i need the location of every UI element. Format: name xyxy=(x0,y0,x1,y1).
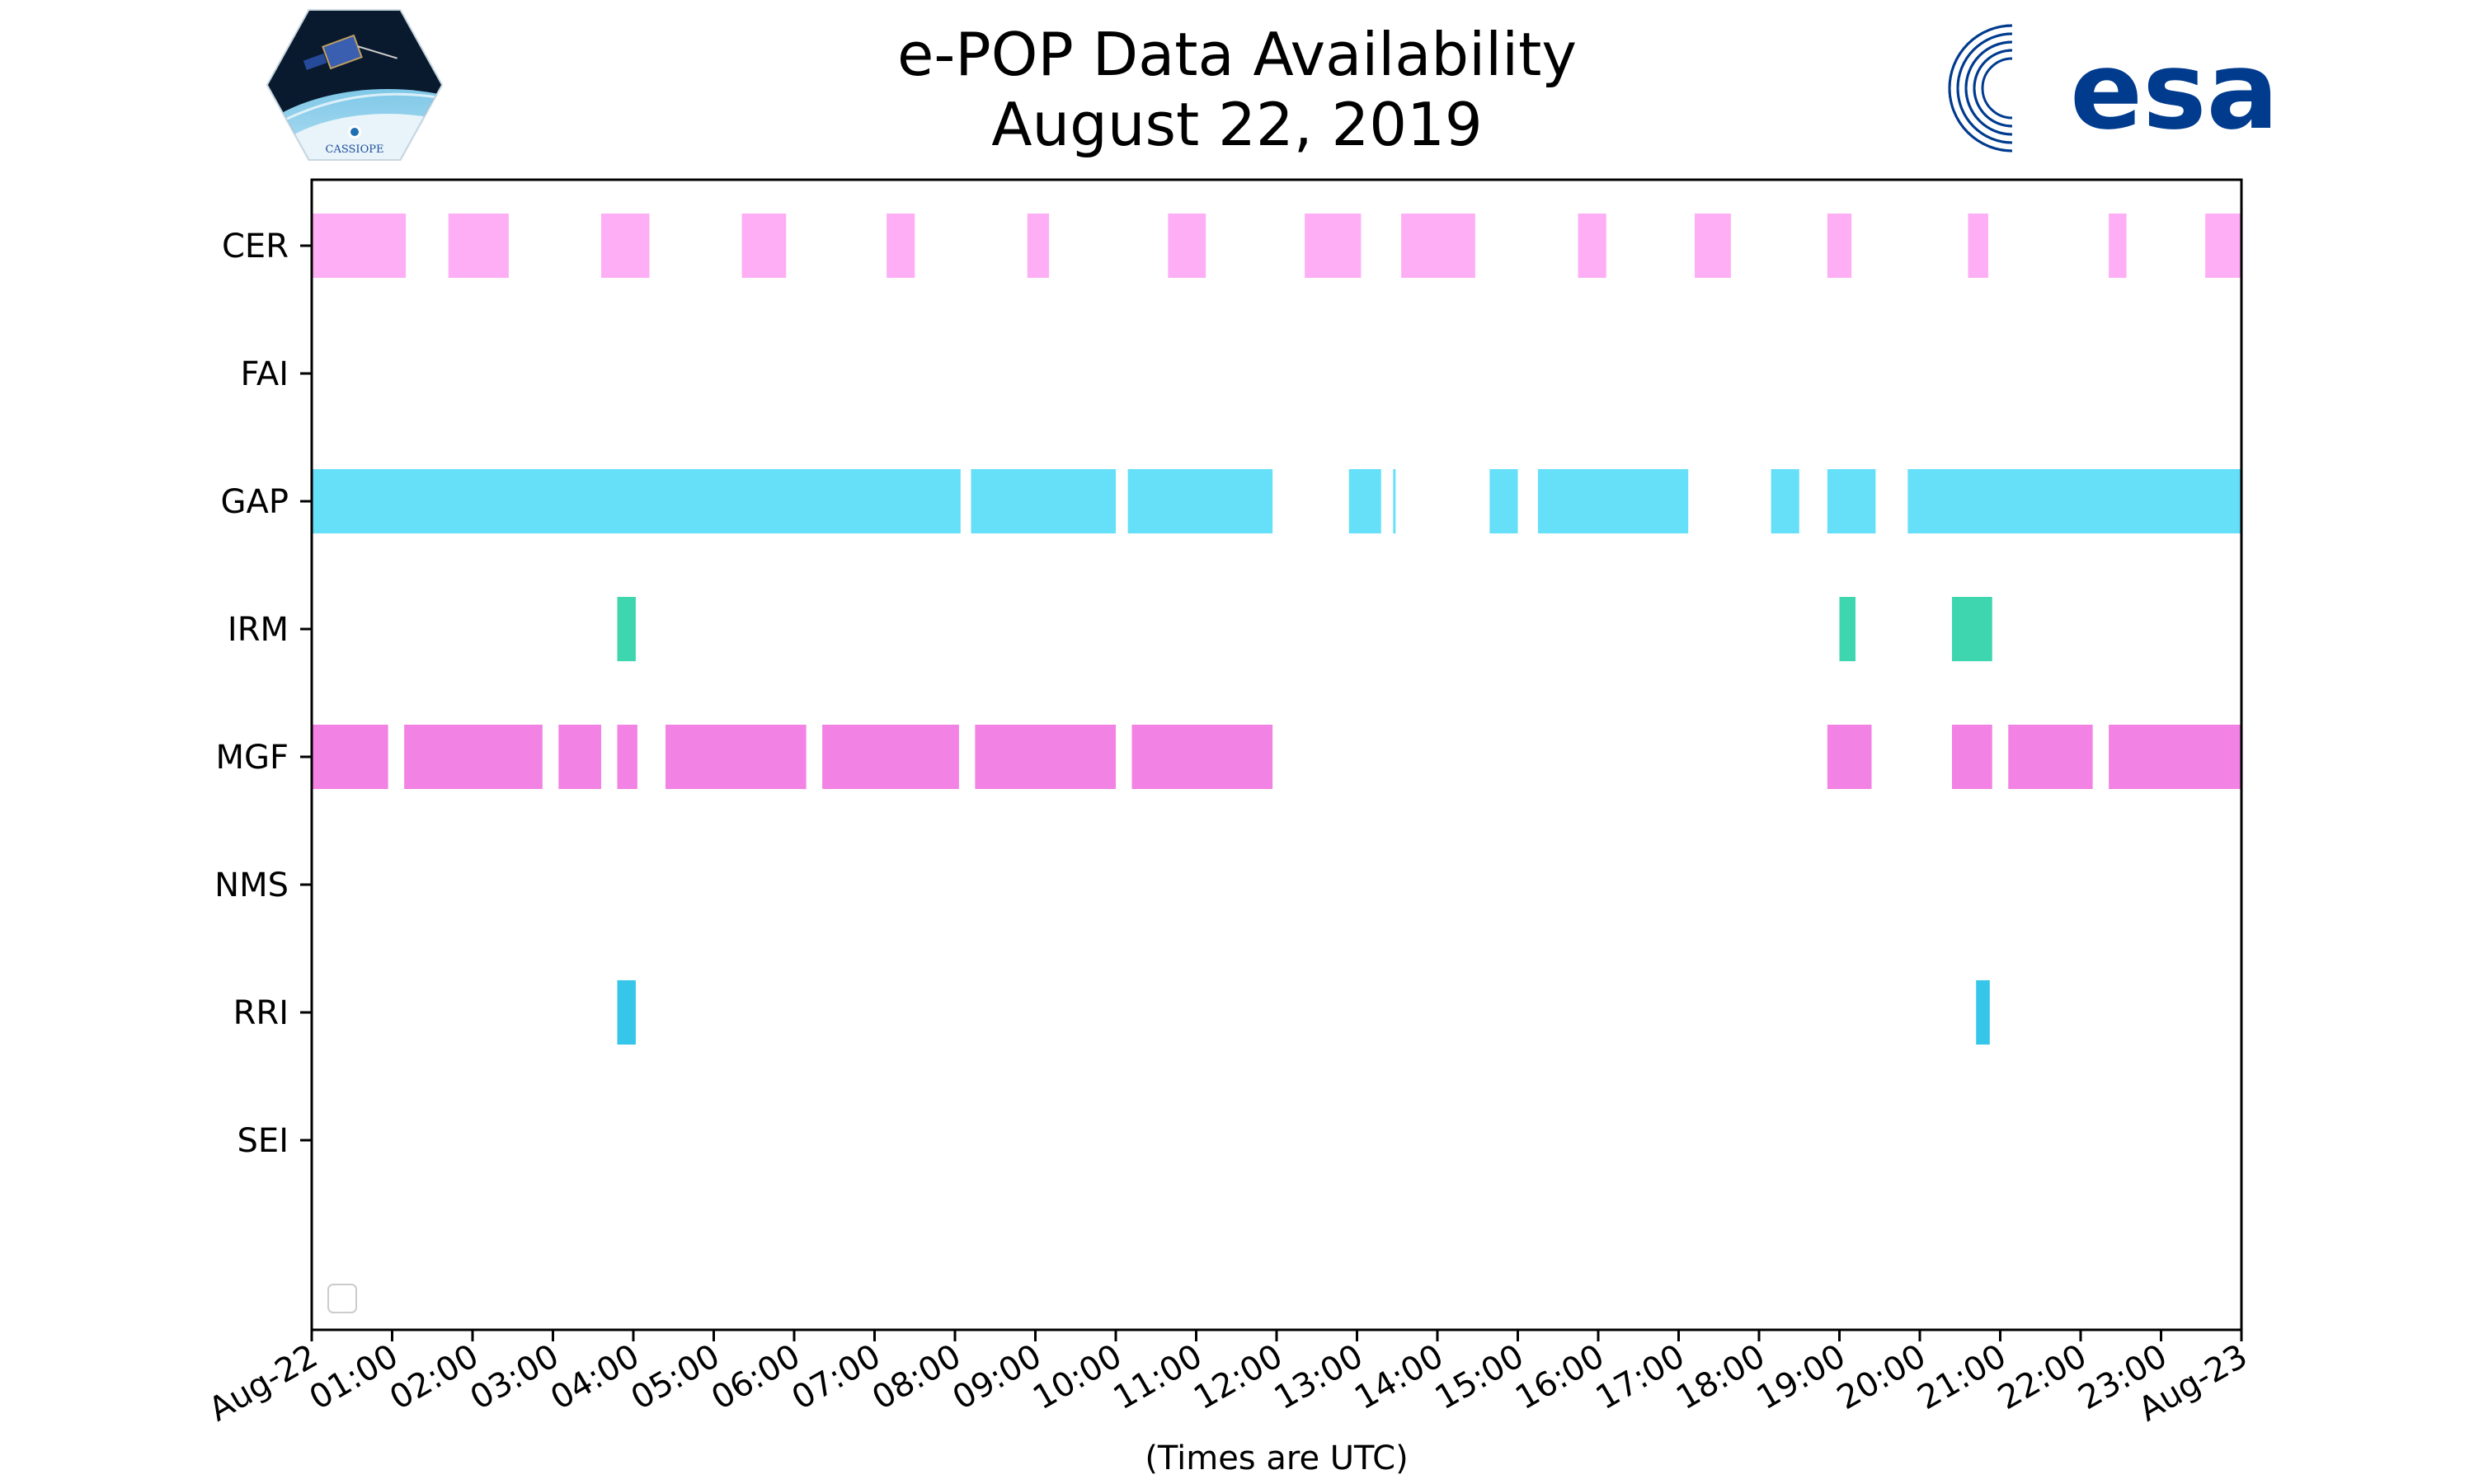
y-tick-label-mgf: MGF xyxy=(215,739,289,777)
x-tick-label-17: 17:00 xyxy=(1590,1337,1691,1417)
bar-gap-2 xyxy=(1127,469,1273,533)
x-tick-label-12: 12:00 xyxy=(1188,1337,1289,1417)
cassiope-logo-text: CASSIOPE xyxy=(326,143,384,156)
x-tick-label-9: 09:00 xyxy=(947,1337,1048,1417)
bar-gap-4 xyxy=(1393,469,1396,533)
y-axis: CER FAI GAP IRM MGF NMS RRI SEI xyxy=(214,228,312,1160)
x-tick-label-1: 01:00 xyxy=(303,1337,405,1417)
bar-irm-2 xyxy=(1952,597,1992,661)
bar-rri-1 xyxy=(1976,980,1990,1045)
x-axis-label: (Times are UTC) xyxy=(1145,1439,1408,1477)
x-tick-label-10: 10:00 xyxy=(1027,1337,1128,1417)
bar-cer-12 xyxy=(1968,214,1988,278)
x-tick-label-6: 06:00 xyxy=(705,1337,807,1417)
bar-cer-14 xyxy=(2205,214,2241,278)
bar-cer-11 xyxy=(1827,214,1852,278)
bar-cer-13 xyxy=(2109,214,2127,278)
bar-gap-7 xyxy=(1771,469,1799,533)
bar-mgf-7 xyxy=(1131,725,1273,789)
bar-mgf-2 xyxy=(558,725,601,789)
bar-irm-1 xyxy=(1839,597,1856,661)
x-tick-label-19: 19:00 xyxy=(1751,1337,1852,1417)
bar-cer-6 xyxy=(1168,214,1206,278)
y-tick-label-gap: GAP xyxy=(221,483,289,521)
y-tick-label-cer: CER xyxy=(222,228,289,265)
bar-cer-9 xyxy=(1578,214,1606,278)
bar-rri-0 xyxy=(617,980,636,1045)
x-tick-label-4: 04:00 xyxy=(544,1337,646,1417)
bar-irm-0 xyxy=(617,597,636,661)
bar-cer-10 xyxy=(1695,214,1731,278)
x-tick-label-22: 22:00 xyxy=(1992,1337,2093,1417)
y-tick-label-fai: FAI xyxy=(241,355,289,393)
bar-cer-8 xyxy=(1401,214,1475,278)
bar-cer-1 xyxy=(448,214,509,278)
y-tick-label-rri: RRI xyxy=(233,994,289,1032)
x-tick-label-7: 07:00 xyxy=(786,1337,887,1417)
bar-cer-4 xyxy=(887,214,915,278)
bar-mgf-8 xyxy=(1827,725,1872,789)
bar-mgf-6 xyxy=(975,725,1116,789)
bar-mgf-9 xyxy=(1952,725,1992,789)
x-tick-label-5: 05:00 xyxy=(625,1337,727,1417)
bar-cer-5 xyxy=(1027,214,1050,278)
bar-mgf-11 xyxy=(2109,725,2241,789)
bar-gap-8 xyxy=(1827,469,1876,533)
bars-layer xyxy=(312,214,2241,1045)
bar-cer-0 xyxy=(312,214,407,278)
y-tick-label-nms: NMS xyxy=(214,866,289,904)
legend-box xyxy=(327,1284,357,1313)
esa-logo-text: esa xyxy=(2070,28,2279,153)
chart-title: e-POP Data Availability xyxy=(897,20,1577,89)
x-tick-label-16: 16:00 xyxy=(1509,1337,1611,1417)
cassiope-logo: CASSIOPE xyxy=(266,9,444,161)
bar-mgf-3 xyxy=(617,725,637,789)
bar-mgf-1 xyxy=(404,725,543,789)
esa-logo: esa xyxy=(1948,21,2279,157)
bar-gap-1 xyxy=(971,469,1116,533)
bar-gap-3 xyxy=(1348,469,1381,533)
x-tick-label-11: 11:00 xyxy=(1108,1337,1209,1417)
x-tick-label-3: 03:00 xyxy=(464,1337,566,1417)
bar-cer-2 xyxy=(601,214,650,278)
bar-cer-3 xyxy=(741,214,787,278)
bar-gap-5 xyxy=(1489,469,1518,533)
y-tick-label-sei: SEI xyxy=(238,1122,289,1160)
bar-mgf-10 xyxy=(2008,725,2093,789)
x-tick-label-15: 15:00 xyxy=(1429,1337,1531,1417)
bar-mgf-5 xyxy=(822,725,959,789)
x-tick-label-13: 13:00 xyxy=(1268,1337,1370,1417)
x-tick-label-2: 02:00 xyxy=(383,1337,485,1417)
bar-gap-9 xyxy=(1907,469,2241,533)
x-tick-label-14: 14:00 xyxy=(1348,1337,1450,1417)
chart-subtitle: August 22, 2019 xyxy=(991,90,1483,159)
bar-gap-0 xyxy=(312,469,961,533)
x-tick-label-20: 20:00 xyxy=(1831,1337,1932,1417)
bar-mgf-4 xyxy=(666,725,807,789)
x-tick-label-18: 18:00 xyxy=(1670,1337,1771,1417)
x-axis: Aug-2201:0002:0003:0004:0005:0006:0007:0… xyxy=(203,1330,2254,1429)
x-tick-label-8: 08:00 xyxy=(866,1337,967,1417)
y-tick-label-irm: IRM xyxy=(228,611,289,649)
bar-cer-7 xyxy=(1305,214,1362,278)
bar-gap-6 xyxy=(1537,469,1689,533)
bar-mgf-0 xyxy=(312,725,388,789)
x-tick-label-21: 21:00 xyxy=(1912,1337,2013,1417)
